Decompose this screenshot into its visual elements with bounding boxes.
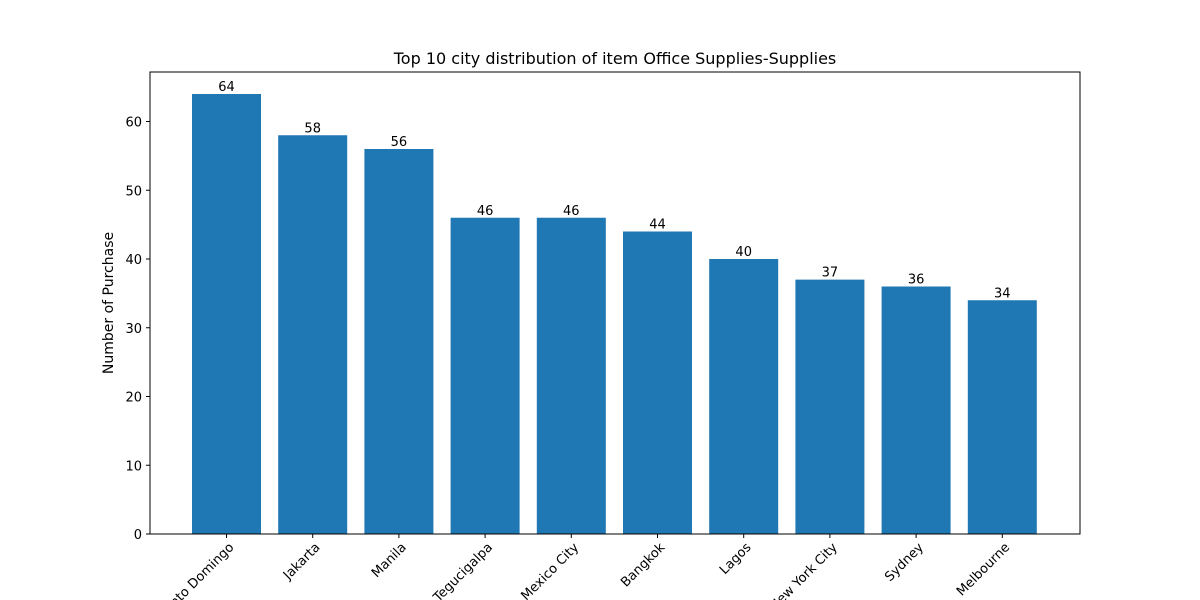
bar (967, 300, 1037, 534)
x-tick-label: Mexico City (518, 540, 582, 600)
x-tick-label: Lagos (717, 540, 755, 578)
bar (192, 94, 261, 534)
x-tick-label: Bangkok (618, 540, 668, 590)
bar-value-label: 46 (563, 204, 580, 219)
bar-value-label: 34 (994, 286, 1011, 301)
x-axis: Santo Domingo Jakarta Manila Tegucigalpa Mex… (156, 534, 1013, 600)
bar (623, 231, 692, 534)
bar (709, 259, 779, 534)
x-tick-label: Jakarta (280, 540, 323, 583)
bar (450, 217, 520, 534)
plot-frame (149, 71, 1081, 535)
value-labels-group: 64 58 56 46 46 44 40 37 36 34 (218, 80, 1010, 301)
y-tick-label: 60 (125, 116, 142, 131)
bar-value-label: 44 (649, 218, 666, 233)
bars-group (192, 94, 1037, 534)
x-tick-label: Tegucigalpa (430, 540, 496, 600)
y-tick-label: 40 (125, 253, 142, 268)
y-tick-label: 0 (134, 528, 142, 543)
bar-value-label: 58 (304, 121, 321, 136)
bar-value-label: 40 (735, 245, 752, 260)
y-axis: 0 10 20 30 40 50 60 (125, 116, 150, 543)
y-tick-label: 10 (125, 459, 142, 474)
y-tick-label: 50 (125, 184, 142, 199)
y-axis-label: Number of Purchase (101, 232, 117, 374)
x-tick-label: New York City (767, 540, 841, 600)
x-tick-label: Sydney (882, 540, 927, 585)
bar (795, 279, 865, 534)
x-tick-label: Melbourne (954, 540, 1013, 599)
y-tick-label: 30 (125, 322, 142, 337)
bar (536, 217, 606, 534)
x-tick-label: Manila (369, 540, 410, 581)
bar-value-label: 36 (908, 273, 925, 288)
bar-value-label: 37 (822, 266, 839, 281)
chart-title: Top 10 city distribution of item Office … (393, 49, 837, 68)
x-tick-label: Santo Domingo (156, 540, 238, 600)
y-tick-label: 20 (125, 391, 142, 406)
bar-value-label: 64 (218, 80, 235, 95)
bar-value-label: 56 (391, 135, 408, 150)
bar (364, 149, 434, 534)
bar (881, 286, 951, 534)
bar (278, 135, 348, 534)
bar-value-label: 46 (477, 204, 494, 219)
